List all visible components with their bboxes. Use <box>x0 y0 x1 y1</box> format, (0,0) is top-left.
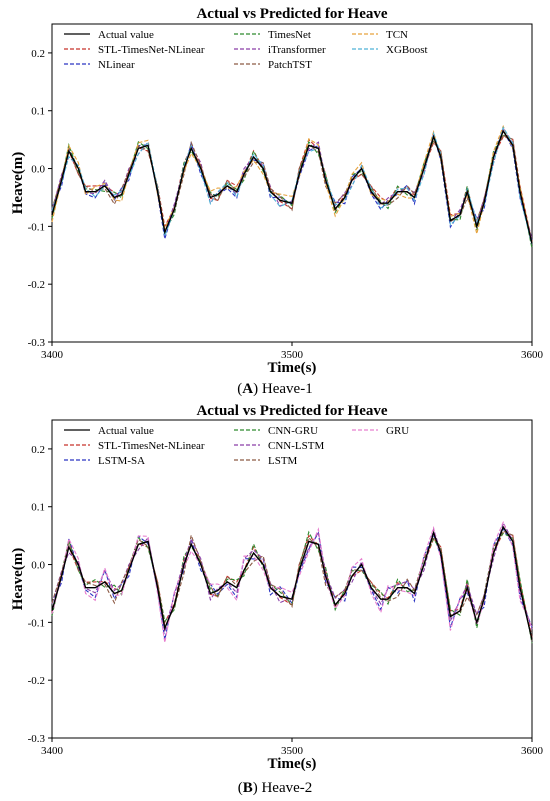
y-tick-label: 0.1 <box>31 106 45 118</box>
y-tick-label: -0.3 <box>28 337 46 349</box>
legend-label: Actual value <box>98 29 154 41</box>
legend-entry-cnn-gru: CNN-GRU <box>234 425 318 437</box>
legend-label: Actual value <box>98 425 154 437</box>
y-tick-label: -0.1 <box>28 221 45 233</box>
legend-entry-patchtst: PatchTST <box>234 59 312 71</box>
legend-label: XGBoost <box>386 44 428 56</box>
x-tick-label: 3600 <box>521 745 544 757</box>
caption-text-a: Heave-1 <box>262 381 313 397</box>
y-tick-label: 0.0 <box>31 560 45 572</box>
x-tick-label: 3600 <box>521 349 544 361</box>
caption-letter-b: B <box>243 780 253 796</box>
legend-entry-nlinear: NLinear <box>64 59 135 71</box>
axis-ticks-b: 3400 3500 3600 -0.3 -0.2 -0.1 0.0 0.1 0.2 <box>28 444 544 757</box>
legend-label: NLinear <box>98 59 135 71</box>
legend-label: TCN <box>386 29 408 41</box>
x-axis-label-a: Time(s) <box>268 360 317 376</box>
caption-letter-a: A <box>242 381 253 397</box>
legend-entry-gru: GRU <box>352 425 409 437</box>
plot-frame-a <box>51 23 533 343</box>
legend-label: CNN-GRU <box>268 425 318 437</box>
y-tick-label: 0.0 <box>31 164 45 176</box>
legend-label: PatchTST <box>268 59 312 71</box>
legend-entry-tcn: TCN <box>352 29 408 41</box>
series-line-xgboost <box>51 126 533 245</box>
legend-label: LSTM <box>268 455 298 467</box>
series-line-actual-value <box>51 129 533 244</box>
legend-label: TimesNet <box>268 29 311 41</box>
chart-title-a: Actual vs Predicted for Heave <box>196 6 387 22</box>
y-tick-label: 0.1 <box>31 502 45 514</box>
legend-entry-actual-value: Actual value <box>64 29 154 41</box>
caption-a: (A) Heave-1 <box>237 381 312 397</box>
plot-frame-b <box>51 419 533 739</box>
legend-entry-lstm: LSTM <box>234 455 298 467</box>
series-line-patchtst <box>51 134 533 245</box>
legend-label: iTransformer <box>268 44 326 56</box>
caption-text-b: Heave-2 <box>261 780 312 796</box>
legend-entry-xgboost: XGBoost <box>352 44 428 56</box>
chart-title-b: Actual vs Predicted for Heave <box>196 403 387 419</box>
svg-text:(A) Heave-1: (A) Heave-1 <box>237 381 312 397</box>
y-tick-label: 0.2 <box>31 48 45 60</box>
y-tick-label: -0.2 <box>28 675 45 687</box>
series-lines-b <box>51 520 533 644</box>
y-tick-label: 0.2 <box>31 444 45 456</box>
series-lines-a <box>51 124 533 249</box>
legend-entry-stl-timesnet-nlinear: STL-TimesNet-NLinear <box>64 440 205 452</box>
legend-label: STL-TimesNet-NLinear <box>98 440 205 452</box>
legend-entry-cnn-lstm: CNN-LSTM <box>234 440 324 452</box>
legend-label: STL-TimesNet-NLinear <box>98 44 205 56</box>
panel-a: Actual vs Predicted for Heave 3400 3500 36… <box>10 6 544 376</box>
panel-b: Actual vs Predicted for Heave 3400 3500 36… <box>10 403 544 772</box>
legend-label: GRU <box>386 425 409 437</box>
y-axis-label-b: Heave(m) <box>10 548 26 610</box>
legend-entry-itransformer: iTransformer <box>234 44 326 56</box>
legend-entry-lstm-sa: LSTM-SA <box>64 455 145 467</box>
x-axis-label-b: Time(s) <box>268 756 317 772</box>
x-tick-label: 3400 <box>41 745 64 757</box>
y-axis-label-a: Heave(m) <box>10 152 26 214</box>
x-tick-label: 3400 <box>41 349 64 361</box>
x-tick-label: 3500 <box>281 349 304 361</box>
legend-entry-timesnet: TimesNet <box>234 29 311 41</box>
axis-ticks-a: 3400 3500 3600 -0.3 -0.2 -0.1 0.0 0.1 0.2 <box>28 48 544 361</box>
legend-entry-stl-timesnet-nlinear: STL-TimesNet-NLinear <box>64 44 205 56</box>
y-tick-label: -0.1 <box>28 617 45 629</box>
legend-label: LSTM-SA <box>98 455 145 467</box>
y-tick-label: -0.3 <box>28 733 46 745</box>
y-tick-label: -0.2 <box>28 279 45 291</box>
legend-a: Actual value STL-TimesNet-NLinear NLinear T… <box>64 29 428 71</box>
legend-b: Actual value STL-TimesNet-NLinear LSTM-SA C… <box>64 425 409 467</box>
svg-text:(B) Heave-2: (B) Heave-2 <box>238 780 313 796</box>
series-line-actual-value <box>51 525 533 640</box>
legend-label: CNN-LSTM <box>268 440 324 452</box>
legend-entry-actual-value: Actual value <box>64 425 154 437</box>
caption-b: (B) Heave-2 <box>238 780 313 796</box>
series-line-itransformer <box>51 126 533 240</box>
x-tick-label: 3500 <box>281 745 304 757</box>
